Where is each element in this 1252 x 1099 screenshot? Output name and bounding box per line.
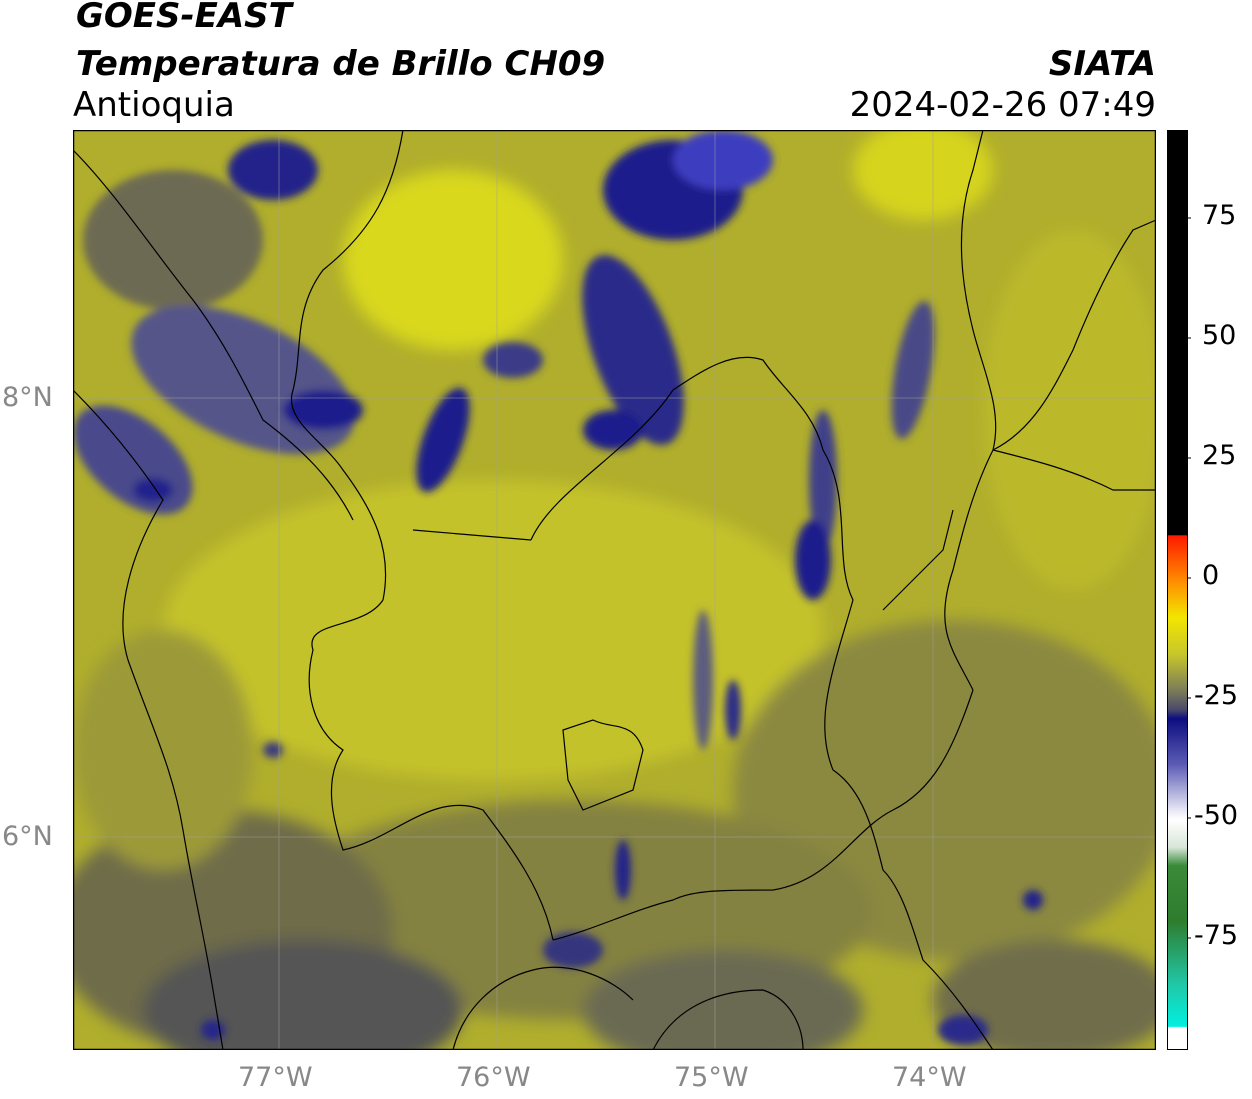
cb-label-0: 0 [1202, 560, 1220, 591]
cb-label-m25: -25 [1194, 680, 1239, 711]
lon-label-74w: 74°W [892, 1062, 967, 1093]
cloud-field [73, 130, 1156, 1050]
cb-label-m75: -75 [1194, 920, 1239, 951]
cb-label-25: 25 [1202, 440, 1237, 471]
map-frame [73, 130, 1156, 1050]
lon-label-75w: 75°W [674, 1062, 749, 1093]
cb-label-m50: -50 [1194, 800, 1239, 831]
agency-label: SIATA [1048, 44, 1156, 84]
lon-label-76w: 76°W [456, 1062, 531, 1093]
lon-label-77w: 77°W [238, 1062, 313, 1093]
title-product: Temperatura de Brillo CH09 [76, 44, 606, 84]
satellite-map [73, 130, 1156, 1050]
cb-label-75: 75 [1202, 200, 1237, 231]
cb-label-50: 50 [1202, 320, 1237, 351]
lat-label-6n: 6°N [2, 821, 53, 852]
grid-lines [73, 130, 1156, 1050]
subtitle-region: Antioquia [73, 85, 235, 125]
title-goes-east: GOES-EAST [76, 0, 292, 36]
borders [73, 130, 1156, 1050]
datetime-label: 2024-02-26 07:49 [849, 85, 1156, 125]
lat-label-8n: 8°N [2, 382, 53, 413]
colorbar [1167, 130, 1191, 1050]
